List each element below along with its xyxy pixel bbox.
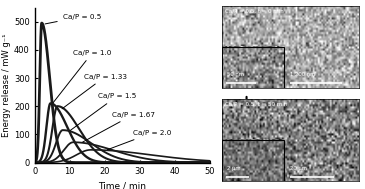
- X-axis label: Time / min: Time / min: [98, 182, 146, 189]
- Text: 20 μm: 20 μm: [291, 166, 307, 171]
- Text: Ca/P = 1.33: Ca/P = 1.33: [62, 74, 127, 109]
- Text: Ca/P = 0.5: Ca/P = 0.5: [45, 14, 101, 24]
- Bar: [222, 47, 284, 88]
- Text: 1 200 nm: 1 200 nm: [291, 72, 316, 77]
- Text: Ca/P = 0.5, t = 0 min: Ca/P = 0.5, t = 0 min: [225, 8, 283, 13]
- Text: Ca/P = 1.5: Ca/P = 1.5: [70, 93, 136, 130]
- Text: Reaction: Reaction: [256, 104, 311, 117]
- Text: Ca/P = 0.5, t = 50 min: Ca/P = 0.5, t = 50 min: [225, 102, 287, 107]
- Bar: [222, 140, 284, 181]
- Text: Ca/P = 1.0: Ca/P = 1.0: [53, 50, 112, 103]
- Text: Ca/P = 1.67: Ca/P = 1.67: [82, 112, 155, 142]
- Text: 50 nm: 50 nm: [227, 72, 245, 77]
- Y-axis label: Energy release / mW g⁻¹: Energy release / mW g⁻¹: [2, 33, 11, 137]
- Text: 2 μm: 2 μm: [227, 166, 241, 171]
- Text: Ca/P = 2.0: Ca/P = 2.0: [107, 130, 171, 150]
